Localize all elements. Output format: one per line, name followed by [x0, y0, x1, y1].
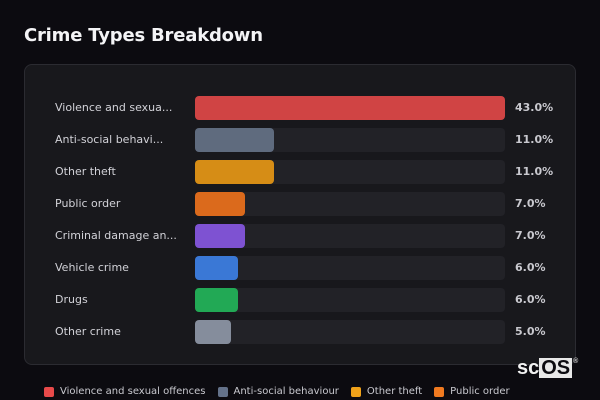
legend-label: Violence and sexual offences	[60, 386, 206, 397]
bar-fill[interactable]	[195, 256, 238, 280]
registered-mark: ®	[573, 358, 579, 365]
bar-label: Criminal damage an...	[55, 229, 177, 242]
logo-box-text: OS	[539, 357, 573, 379]
logo-text: sc	[517, 357, 540, 379]
bar-label: Vehicle crime	[55, 261, 129, 274]
bar-row: Other crime 5.0%	[25, 320, 575, 344]
legend-swatch-icon	[217, 386, 228, 397]
legend-swatch-icon	[350, 386, 361, 397]
bar-label: Anti-social behavi...	[55, 133, 164, 146]
bar-track	[195, 224, 505, 248]
bar-label: Violence and sexua...	[55, 101, 173, 114]
legend-label: Anti-social behaviour	[233, 386, 339, 397]
bar-value: 7.0%	[515, 197, 546, 210]
bar-fill[interactable]	[195, 96, 505, 120]
bar-row: Anti-social behavi... 11.0%	[25, 128, 575, 152]
legend-swatch-icon	[44, 386, 54, 397]
chart-card: Violence and sexua... 43.0% Anti-social be…	[24, 64, 576, 365]
bar-row: Criminal damage an... 7.0%	[25, 224, 575, 248]
bar-fill[interactable]	[195, 224, 245, 248]
bar-row: Violence and sexua... 43.0%	[25, 96, 575, 120]
bar-label: Other theft	[55, 165, 116, 178]
legend-item[interactable]: Public order	[434, 386, 510, 397]
chart-legend: Violence and sexual offences Anti-social …	[44, 386, 510, 397]
bar-value: 6.0%	[515, 293, 546, 306]
bar-track	[195, 256, 505, 280]
bar-row: Drugs 6.0%	[25, 288, 575, 312]
bar-track	[195, 96, 505, 120]
legend-swatch-icon	[434, 386, 445, 397]
bar-track	[195, 160, 505, 184]
legend-label: Other theft	[366, 386, 423, 397]
bar-fill[interactable]	[195, 160, 274, 184]
legend-label: Public order	[450, 386, 510, 397]
legend-item[interactable]: Anti-social behaviour	[217, 386, 339, 397]
scos-logo: sc OS ®	[517, 358, 578, 378]
bar-track	[195, 128, 505, 152]
legend-item[interactable]: Other theft	[350, 386, 423, 397]
bar-row: Public order 7.0%	[25, 192, 575, 216]
bar-value: 5.0%	[515, 325, 546, 338]
bar-label: Other crime	[55, 325, 121, 338]
bar-fill[interactable]	[195, 128, 274, 152]
chart-title: Crime Types Breakdown	[24, 25, 263, 46]
bar-value: 43.0%	[515, 101, 554, 114]
bar-track	[195, 192, 505, 216]
bar-label: Drugs	[55, 293, 88, 306]
bar-value: 6.0%	[515, 261, 546, 274]
bar-row: Vehicle crime 6.0%	[25, 256, 575, 280]
bar-fill[interactable]	[195, 288, 238, 312]
legend-item[interactable]: Violence and sexual offences	[44, 386, 206, 397]
bar-track	[195, 320, 505, 344]
bar-value: 7.0%	[515, 229, 546, 242]
bar-label: Public order	[55, 197, 121, 210]
bar-value: 11.0%	[515, 133, 554, 146]
bar-value: 11.0%	[515, 165, 554, 178]
bar-row: Other theft 11.0%	[25, 160, 575, 184]
bar-track	[195, 288, 505, 312]
bar-fill[interactable]	[195, 192, 245, 216]
bar-fill[interactable]	[195, 320, 231, 344]
